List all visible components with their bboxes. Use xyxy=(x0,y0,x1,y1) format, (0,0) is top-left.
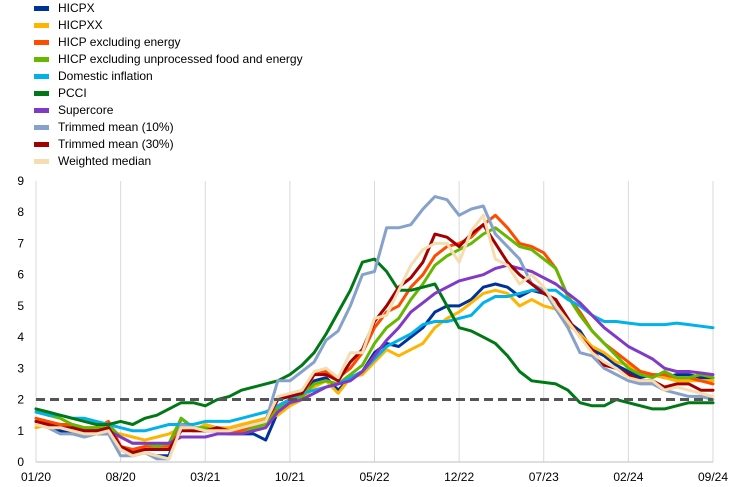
legend-swatch-9 xyxy=(34,159,49,164)
series-line-1 xyxy=(34,288,715,442)
legend-label-4: Domestic inflation xyxy=(58,69,153,83)
legend-label-7: Trimmed mean (10%) xyxy=(58,120,174,134)
legend-swatch-4 xyxy=(34,74,49,79)
x-tick-label-6: 07/23 xyxy=(529,470,559,484)
series-lines xyxy=(34,195,715,461)
y-tick-label-9: 9 xyxy=(17,174,24,188)
y-tick-label-2: 2 xyxy=(17,393,24,407)
x-tick-label-0: 01/20 xyxy=(21,470,51,484)
x-tick-label-3: 10/21 xyxy=(275,470,305,484)
y-axis-ticks: 0 1 2 3 4 5 6 7 8 9 xyxy=(17,174,24,469)
y-tick-label-1: 1 xyxy=(17,424,24,438)
y-tick-label-8: 8 xyxy=(17,205,24,219)
y-tick-label-3: 3 xyxy=(17,361,24,375)
y-tick-label-6: 6 xyxy=(17,268,24,282)
legend-swatch-1 xyxy=(34,23,49,28)
legend-swatch-2 xyxy=(34,40,49,45)
legend-swatch-5 xyxy=(34,91,49,96)
x-axis-ticks: 01/20 08/20 03/21 10/21 05/22 12/22 07/23 02/24… xyxy=(21,470,728,484)
y-tick-label-7: 7 xyxy=(17,236,24,250)
legend-label-1: HICPXX xyxy=(58,18,103,32)
legend-label-3: HICP excluding unprocessed food and ener… xyxy=(58,52,303,66)
legend-label-9: Weighted median xyxy=(58,154,152,168)
x-tick-label-2: 03/21 xyxy=(190,470,220,484)
legend-label-5: PCCI xyxy=(58,86,87,100)
x-tick-label-5: 12/22 xyxy=(444,470,474,484)
legend-swatch-3 xyxy=(34,57,49,62)
legend-label-8: Trimmed mean (30%) xyxy=(58,137,174,151)
x-tick-label-8: 09/24 xyxy=(698,470,728,484)
x-tick-label-1: 08/20 xyxy=(106,470,136,484)
legend-swatch-6 xyxy=(34,108,49,113)
series-line-9 xyxy=(34,213,715,461)
legend-label-2: HICP excluding energy xyxy=(58,35,181,49)
x-tick-label-7: 02/24 xyxy=(613,470,643,484)
y-tick-label-5: 5 xyxy=(17,299,24,313)
legend-swatch-7 xyxy=(34,125,49,130)
x-tick-label-4: 05/22 xyxy=(359,470,389,484)
series-line-6 xyxy=(34,263,715,445)
series-line-4 xyxy=(34,288,715,433)
series-line-5 xyxy=(34,257,715,426)
legend-swatch-0 xyxy=(34,6,49,11)
legend-swatch-8 xyxy=(34,142,49,147)
legend-label-0: HICPX xyxy=(58,1,95,15)
y-tick-label-4: 4 xyxy=(17,330,24,344)
legend-label-6: Supercore xyxy=(58,103,114,117)
y-tick-label-0: 0 xyxy=(17,455,24,469)
